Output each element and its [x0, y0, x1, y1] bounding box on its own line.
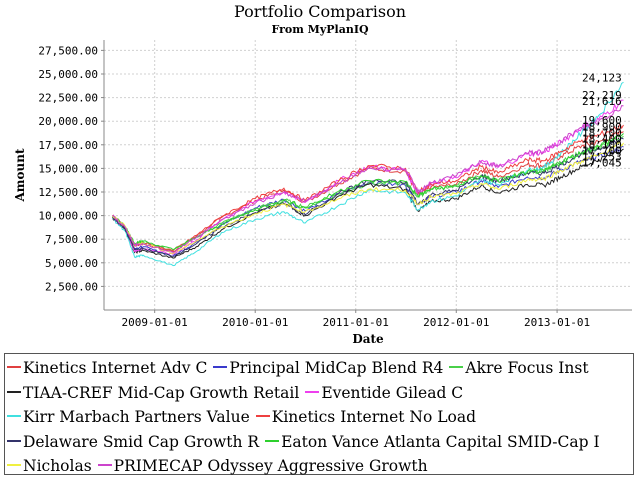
- legend-entry: Akre Focus Inst: [449, 356, 589, 381]
- legend-label: Kirr Marbach Partners Value: [23, 408, 250, 426]
- end-value-label: 17,253: [582, 151, 622, 164]
- legend-entry: Kinetics Internet No Load: [255, 405, 477, 430]
- legend: Kinetics Internet Adv C Principal MidCap …: [4, 353, 634, 475]
- end-value-label: 19,600: [582, 114, 622, 127]
- end-value-label: 17,045: [582, 157, 622, 170]
- y-tick-label: 17,500.00: [38, 139, 98, 152]
- legend-entry: Principal MidCap Blend R4: [213, 356, 443, 381]
- end-value-label: 18,900: [582, 121, 622, 134]
- legend-swatch: [97, 464, 112, 466]
- legend-label: Eventide Gilead C: [321, 383, 464, 402]
- legend-label: Akre Focus Inst: [465, 359, 589, 377]
- legend-label: Nicholas: [23, 457, 92, 475]
- legend-label: Kinetics Internet Adv C: [23, 359, 208, 377]
- y-tick-label: 5,000.00: [45, 257, 98, 270]
- legend-entry: Delaware Smid Cap Growth R: [7, 430, 259, 455]
- legend-swatch: [305, 390, 320, 393]
- series-line: [112, 81, 624, 267]
- y-tick-label: 25,000.00: [38, 68, 98, 81]
- end-value-label: 18,700: [582, 127, 622, 140]
- end-value-label: 21,616: [582, 95, 622, 108]
- legend-label: Principal MidCap Blend R4: [229, 359, 444, 377]
- chart-subtitle: From MyPlanIQ: [271, 23, 369, 36]
- y-tick-label: 27,500.00: [38, 44, 98, 57]
- legend-label: Delaware Smid Cap Growth R: [23, 432, 260, 451]
- legend-label: PRIMECAP Odyssey Aggressive Growth: [113, 457, 428, 475]
- series-line: [112, 148, 624, 259]
- x-tick-label: 2013-01-01: [524, 316, 590, 329]
- x-tick-label: 2010-01-01: [222, 316, 288, 329]
- legend-swatch: [213, 366, 228, 368]
- legend-label: TIAA-CREF Mid-Cap Growth Retail: [23, 383, 300, 402]
- legend-swatch: [7, 439, 21, 442]
- legend-entry: Eventide Gilead C: [305, 381, 463, 406]
- series-line: [112, 133, 624, 251]
- end-value-label: 18,400: [582, 133, 622, 146]
- y-axis-label: Amount: [13, 148, 27, 202]
- legend-row: TIAA-CREF Mid-Cap Growth Retail Eventide …: [7, 381, 633, 406]
- chart-title: Portfolio Comparison: [234, 2, 406, 21]
- end-value-label: 17,700: [582, 145, 622, 158]
- y-tick-label: 10,000.00: [38, 210, 98, 223]
- y-tick-label: 20,000.00: [38, 115, 98, 128]
- legend-row: Kirr Marbach Partners Value Kinetics Inte…: [7, 405, 633, 430]
- legend-label: Eaton Vance Atlanta Capital SMID-Cap I: [281, 432, 600, 451]
- x-axis: 2009-01-01 2010-01-01 2011-01-01 2012-01-01…: [122, 310, 590, 329]
- y-tick-label: 15,000.00: [38, 162, 98, 175]
- legend-entry: Kinetics Internet Adv C: [7, 356, 207, 381]
- legend-swatch: [449, 366, 464, 368]
- y-tick-label: 2,500.00: [45, 280, 98, 293]
- end-value-label: 22,219: [582, 89, 622, 102]
- series-line: [112, 99, 624, 255]
- x-tick-label: 2012-01-01: [423, 316, 489, 329]
- legend-swatch: [265, 439, 280, 442]
- series-line: [112, 142, 624, 254]
- y-tick-label: 22,500.00: [38, 92, 98, 105]
- legend-row: Kinetics Internet Adv C Principal MidCap …: [7, 356, 633, 381]
- legend-swatch: [7, 390, 21, 393]
- legend-swatch: [255, 415, 270, 417]
- series-line: [112, 122, 624, 252]
- y-tick-label: 7,500.00: [45, 233, 98, 246]
- x-axis-label: Date: [352, 332, 384, 346]
- legend-entry: PRIMECAP Odyssey Aggressive Growth: [97, 454, 428, 479]
- chart-canvas: Portfolio Comparison From MyPlanIQ 2,500…: [13, 2, 632, 346]
- legend-swatch: [7, 464, 21, 466]
- legend-row: Nicholas PRIMECAP Odyssey Aggressive Grow…: [7, 454, 633, 479]
- legend-row: Delaware Smid Cap Growth R Eaton Vance At…: [7, 430, 633, 455]
- end-value-label: 24,123: [582, 71, 622, 84]
- series-lines: [112, 81, 624, 267]
- legend-swatch: [7, 415, 21, 417]
- plot-area: [104, 40, 632, 310]
- legend-label: Kinetics Internet No Load: [271, 408, 477, 426]
- x-tick-label: 2009-01-01: [122, 316, 188, 329]
- legend-entry: Nicholas: [7, 454, 92, 479]
- y-axis: 2,500.00 5,000.00 7,500.00 10,000.00 12,500.…: [38, 44, 104, 293]
- legend-entry: Kirr Marbach Partners Value: [7, 405, 250, 430]
- legend-entry: Eaton Vance Atlanta Capital SMID-Cap I: [265, 430, 600, 455]
- x-tick-label: 2011-01-01: [323, 316, 389, 329]
- end-value-label: 18,100: [582, 139, 622, 152]
- y-tick-label: 12,500.00: [38, 186, 98, 199]
- legend-entry: TIAA-CREF Mid-Cap Growth Retail: [7, 381, 299, 406]
- series-line: [112, 105, 624, 253]
- legend-swatch: [7, 366, 21, 368]
